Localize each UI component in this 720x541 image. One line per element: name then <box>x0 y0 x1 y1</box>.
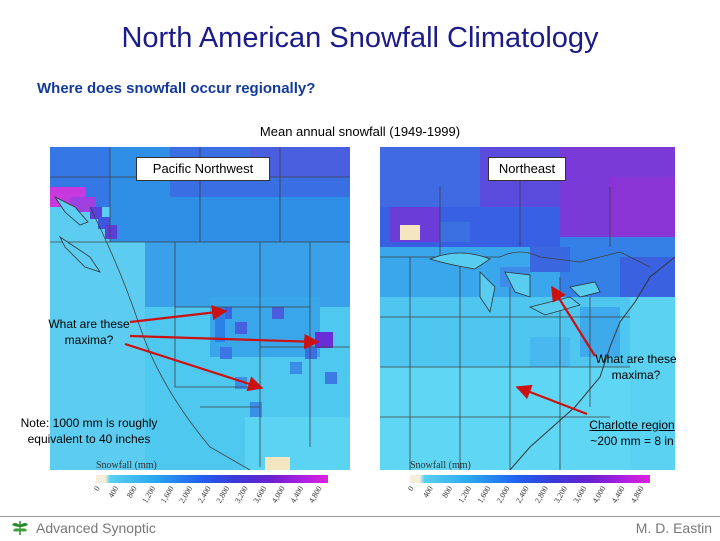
pacific-northwest-label: Pacific Northwest <box>136 157 270 181</box>
legend-tick-label: 0 <box>92 485 102 493</box>
note-line2: equivalent to 40 inches <box>27 432 151 446</box>
legend-tick-label: 1,600 <box>159 485 176 505</box>
legend-tick-label: 3,200 <box>552 485 569 505</box>
legend-tick-label: 3,600 <box>251 485 268 505</box>
legend-tick-label: 800 <box>125 485 139 500</box>
right-legend-ticks: 0 400 800 1,200 1,600 2,000 2,400 2,800 3,200 3,6… <box>408 485 646 505</box>
question-right: What are these maxima? <box>584 351 688 383</box>
question-left: What are these maxima? <box>30 316 148 348</box>
legend-tick-label: 2,400 <box>514 485 531 505</box>
note-conversion: Note: 1000 mm is roughly equivalent to 4… <box>10 415 168 447</box>
legend-tick-label: 2,000 <box>495 485 512 505</box>
left-legend-ticks: 0 400 800 1,200 1,600 2,000 2,400 2,800 3,200 3,6… <box>92 485 324 505</box>
left-legend-title: Snowfall (mm) <box>96 460 157 471</box>
legend-tick-label: 4,400 <box>610 485 627 505</box>
question-left-line2: maxima? <box>64 333 114 347</box>
subtitle: Where does snowfall occur regionally? <box>37 80 316 97</box>
question-right-line1: What are these <box>595 352 677 366</box>
leaf-logo-icon <box>12 521 28 535</box>
legend-tick-label: 4,800 <box>307 485 324 505</box>
legend-tick-label: 3,200 <box>233 485 250 505</box>
legend-tick-label: 4,000 <box>270 485 287 505</box>
legend-tick-label: 4,800 <box>629 485 646 505</box>
legend-tick-label: 2,000 <box>177 485 194 505</box>
footer-course-name: Advanced Synoptic <box>36 520 156 536</box>
legend-tick-label: 4,000 <box>591 485 608 505</box>
legend-tick-label: 800 <box>440 485 454 500</box>
right-colorbar <box>410 475 650 483</box>
legend-tick-label: 1,200 <box>140 485 157 505</box>
charlotte-line1: Charlotte region <box>589 418 675 432</box>
legend-tick-label: 2,800 <box>214 485 231 505</box>
legend-tick-label: 2,800 <box>533 485 550 505</box>
legend-tick-label: 400 <box>106 485 120 500</box>
page-title: North American Snowfall Climatology <box>121 22 599 54</box>
left-colorbar <box>96 475 328 483</box>
legend-tick-label: 0 <box>408 485 416 493</box>
map-title: Mean annual snowfall (1949-1999) <box>259 124 461 139</box>
legend-tick-label: 400 <box>421 485 435 500</box>
right-legend-title: Snowfall (mm) <box>410 460 471 471</box>
charlotte-line2: ~200 mm = 8 in <box>590 434 674 448</box>
footer-author: M. D. Eastin <box>635 520 712 536</box>
legend-tick-label: 1,200 <box>456 485 473 505</box>
legend-tick-label: 3,600 <box>571 485 588 505</box>
legend-tick-label: 1,600 <box>476 485 493 505</box>
footer-bar <box>0 516 720 541</box>
northeast-map <box>380 147 675 470</box>
legend-tick-label: 2,400 <box>196 485 213 505</box>
question-right-line2: maxima? <box>611 368 661 382</box>
note-line1: Note: 1000 mm is roughly <box>20 416 158 430</box>
left-legend: Snowfall (mm) 0 400 800 1,200 1,600 2,000 2,40… <box>92 456 332 514</box>
legend-tick-label: 4,400 <box>288 485 305 505</box>
northeast-label: Northeast <box>488 157 566 181</box>
charlotte-note: Charlotte region ~200 mm = 8 in <box>578 417 686 449</box>
question-left-line1: What are these <box>48 317 130 331</box>
right-legend: Snowfall (mm) 0 400 800 1,200 1,600 2,000 2,40… <box>408 456 653 514</box>
